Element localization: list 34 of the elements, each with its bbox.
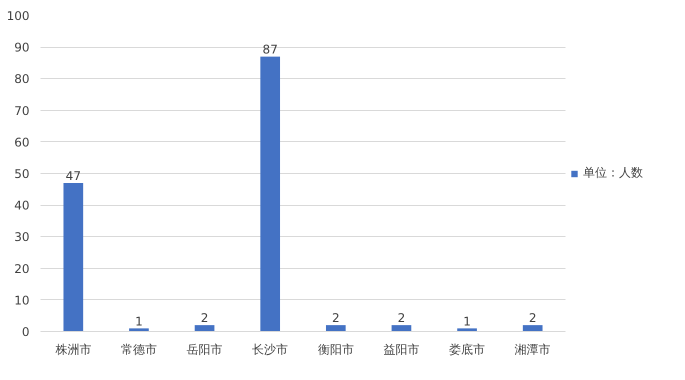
data-label: 1 xyxy=(463,314,471,328)
bar xyxy=(392,325,412,332)
data-label: 47 xyxy=(66,168,81,183)
legend-label: 单位：人数 xyxy=(583,164,643,182)
y-tick-label: 80 xyxy=(14,72,30,86)
y-tick-label: 0 xyxy=(22,325,30,339)
bar xyxy=(522,325,543,332)
x-tick-label: 岳阳市 xyxy=(186,342,223,356)
data-label: 2 xyxy=(528,311,537,326)
y-tick-label: 50 xyxy=(14,167,30,181)
data-label: 2 xyxy=(332,311,340,326)
x-tick-label: 常德市 xyxy=(120,342,157,356)
bar xyxy=(326,325,346,332)
y-tick-label: 60 xyxy=(14,135,30,150)
x-tick-label: 长沙市 xyxy=(252,342,288,356)
bar xyxy=(260,56,280,332)
y-tick-label: 90 xyxy=(14,40,30,55)
data-label: 2 xyxy=(398,311,406,326)
data-label: 2 xyxy=(200,311,208,326)
y-tick-label: 100 xyxy=(6,9,30,23)
y-tick-label: 20 xyxy=(14,262,30,276)
bar xyxy=(194,325,214,332)
y-tick-label: 30 xyxy=(14,230,30,244)
bar xyxy=(63,182,84,332)
data-label: 1 xyxy=(135,314,143,328)
y-tick-label: 70 xyxy=(14,104,30,118)
y-tick-label: 10 xyxy=(14,293,30,308)
y-tick-label: 40 xyxy=(14,198,30,213)
x-tick-label: 益阳市 xyxy=(383,342,420,356)
x-tick-label: 娄底市 xyxy=(449,342,486,356)
x-tick-label: 株洲市 xyxy=(54,342,92,356)
x-tick-label: 衡阳市 xyxy=(318,342,354,356)
data-label: 87 xyxy=(262,42,278,57)
x-tick-label: 湘潭市 xyxy=(514,342,551,356)
